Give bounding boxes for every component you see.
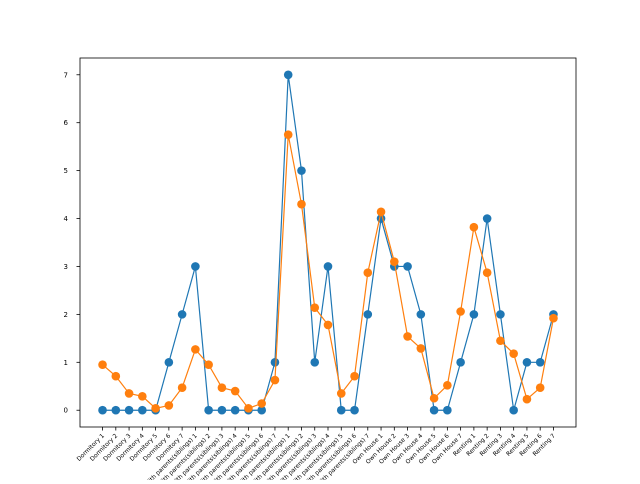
data-point — [496, 336, 505, 346]
data-point — [363, 268, 373, 277]
data-point — [98, 405, 107, 415]
y-tick-label: 1 — [64, 359, 68, 367]
y-tick-label: 3 — [64, 263, 68, 271]
y-tick-label: 6 — [64, 119, 69, 127]
data-point — [244, 404, 253, 413]
data-point — [403, 332, 412, 341]
y-axis: 0 1 2 3 4 5 6 7 — [64, 71, 80, 415]
data-point — [323, 320, 333, 330]
data-point — [336, 389, 346, 398]
data-point — [164, 401, 174, 410]
data-point — [283, 130, 293, 139]
data-point — [350, 405, 359, 415]
data-point — [469, 310, 479, 319]
y-tick-label: 5 — [64, 167, 68, 175]
data-point — [230, 405, 240, 415]
data-point — [496, 310, 505, 319]
data-point — [230, 386, 240, 396]
data-point — [323, 262, 333, 271]
data-point — [217, 383, 227, 393]
data-point — [138, 405, 147, 415]
series-1 — [98, 70, 558, 415]
data-point — [429, 405, 439, 415]
data-point — [283, 70, 293, 80]
data-point — [350, 371, 359, 381]
data-point — [204, 360, 213, 370]
data-point — [310, 303, 320, 312]
data-point — [257, 399, 266, 408]
data-point — [416, 310, 426, 319]
data-point — [164, 358, 174, 367]
data-point — [111, 371, 121, 381]
data-point — [403, 262, 412, 271]
data-point — [191, 345, 200, 354]
data-point — [456, 307, 465, 316]
data-point — [376, 207, 386, 217]
data-point — [456, 358, 465, 367]
data-point — [270, 358, 280, 367]
data-point — [98, 360, 107, 370]
data-point — [443, 405, 452, 415]
data-point — [204, 405, 213, 415]
data-point — [124, 405, 134, 415]
data-point — [509, 405, 518, 415]
data-point — [124, 389, 134, 398]
data-point — [177, 383, 187, 393]
data-point — [416, 344, 426, 353]
data-point — [270, 375, 280, 385]
y-tick-label: 2 — [64, 311, 68, 319]
series-layer — [98, 70, 558, 415]
data-point — [297, 199, 306, 209]
data-point — [297, 166, 306, 175]
data-point — [177, 310, 187, 319]
data-point — [429, 393, 439, 403]
data-point — [336, 405, 346, 415]
data-point — [138, 392, 147, 401]
data-point — [522, 358, 532, 367]
data-point — [535, 358, 545, 367]
data-point — [151, 404, 160, 413]
data-point — [522, 394, 532, 404]
data-point — [535, 383, 545, 393]
data-point — [111, 405, 121, 415]
data-point — [509, 349, 518, 358]
data-point — [363, 310, 373, 319]
data-point — [482, 268, 492, 277]
data-point — [191, 262, 200, 271]
data-point — [443, 381, 452, 390]
y-tick-label: 0 — [64, 407, 68, 415]
data-point — [257, 405, 266, 415]
y-tick-label: 4 — [64, 215, 69, 223]
series-2 — [98, 130, 558, 413]
data-point — [482, 214, 492, 223]
data-point — [390, 257, 399, 266]
data-point — [310, 358, 320, 367]
data-point — [469, 222, 479, 232]
data-point — [549, 313, 558, 323]
y-tick-label: 7 — [64, 71, 68, 79]
data-point — [217, 405, 227, 415]
